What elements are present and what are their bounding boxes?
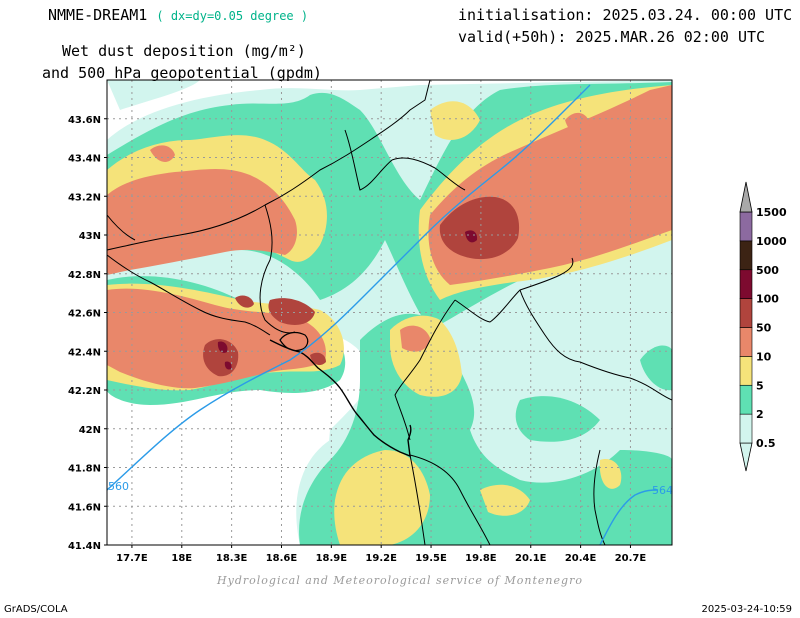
resolution-label: ( dx=dy=0.05 degree ) <box>156 9 309 23</box>
colorbar-level-label: 2 <box>756 408 764 421</box>
lon-tick-label: 18.6E <box>266 553 298 564</box>
lon-tick-label: 20.1E <box>515 553 547 564</box>
lat-tick-label: 42.8N <box>68 270 101 281</box>
initialisation-time: initialisation: 2025.03.24. 00:00 UTC <box>458 6 793 24</box>
dust-level-50 <box>203 196 520 377</box>
colorbar-bin <box>739 298 753 328</box>
colorbar-level-label: 1500 <box>756 206 787 219</box>
lat-tick-label: 41.6N <box>68 502 101 513</box>
colorbar-bin <box>739 211 753 242</box>
model-name: NMME-DREAM1 ( dx=dy=0.05 degree ) <box>48 6 308 24</box>
coastline <box>279 331 309 352</box>
chart-title-line1: Wet dust deposition (mg/m²) <box>62 42 306 60</box>
lat-tick-label: 43.6N <box>68 115 101 126</box>
lat-tick-label: 43N <box>79 231 101 242</box>
lat-tick-label: 42.6N <box>68 309 101 320</box>
colorbar-bin <box>739 240 753 271</box>
contour-560-line <box>107 84 591 491</box>
colorbar-level-label: 5 <box>756 379 764 392</box>
lat-tick-label: 42.2N <box>68 386 101 397</box>
colorbar-level-label: 0.5 <box>756 437 776 450</box>
colorbar-level-label: 1000 <box>756 235 787 248</box>
software-label: GrADS/COLA <box>4 604 68 615</box>
lon-tick-label: 20.7E <box>615 553 647 564</box>
colorbar-level-label: 10 <box>756 350 772 363</box>
lat-tick-label: 41.4N <box>68 541 101 552</box>
colorbar-low-arrow <box>739 442 753 472</box>
border-line <box>107 214 136 241</box>
geopotential-contours <box>107 84 659 545</box>
coastline <box>269 339 412 458</box>
chart-title-line2: and 500 hPa geopotential (gpdm) <box>42 64 322 82</box>
colorbar-level-label: 100 <box>756 293 779 306</box>
contour-564-line <box>599 489 659 545</box>
lat-tick-label: 43.4N <box>68 154 101 165</box>
latitude-labels: 43.6N 43.4N 43.2N 43N 42.8N 42.6N 42.4N 42.2N 42… <box>68 115 107 552</box>
border-line <box>259 204 296 334</box>
border-line <box>409 454 491 545</box>
lon-tick-label: 18.3E <box>216 553 248 564</box>
credit-text: Hydrological and Meteorological service … <box>217 574 583 587</box>
lat-tick-label: 43.2N <box>68 192 101 203</box>
lon-tick-label: 19.5E <box>415 553 447 564</box>
colorbar-bin <box>739 356 753 386</box>
colorbar-bin <box>739 327 753 357</box>
model-label: NMME-DREAM1 <box>48 6 148 24</box>
border-line <box>107 254 271 336</box>
lat-tick-label: 42.4N <box>68 347 101 358</box>
lat-tick-label: 42N <box>79 425 101 436</box>
colorbar-bin <box>739 413 753 444</box>
colorbar-bin <box>739 384 753 415</box>
border-line <box>107 80 431 251</box>
contour-label-560: 560 <box>108 480 129 493</box>
render-timestamp: 2025-03-24-10:59 <box>701 604 792 615</box>
colorbar-level-label: 50 <box>756 322 772 335</box>
lon-tick-label: 19.8E <box>465 553 497 564</box>
colorbar-level-label: 500 <box>756 264 779 277</box>
dust-level-100 <box>217 230 478 370</box>
map-grid <box>107 80 672 545</box>
lon-tick-label: 19.2E <box>365 553 397 564</box>
colorbar-high-arrow <box>739 181 753 213</box>
lon-tick-label: 20.4E <box>565 553 597 564</box>
border-line <box>519 289 672 401</box>
border-line <box>344 129 466 191</box>
contour-label-564: 564 <box>652 484 673 497</box>
country-borders <box>107 80 672 545</box>
colorbar: 0.5 2 5 10 50 100 500 1000 1500 <box>739 181 787 472</box>
lon-tick-label: 17.7E <box>116 553 148 564</box>
border-line <box>593 449 606 545</box>
border-line <box>409 454 426 545</box>
colorbar-bin <box>739 269 753 299</box>
border-line <box>394 299 456 441</box>
lon-tick-label: 18.9E <box>316 553 348 564</box>
longitude-labels: 17.7E 18E 18.3E 18.6E 18.9E 19.2E 19.5E 19.8E 20… <box>116 545 646 564</box>
valid-time: valid(+50h): 2025.MAR.26 02:00 UTC <box>458 28 766 46</box>
lat-tick-label: 41.8N <box>68 464 101 475</box>
lon-tick-label: 18E <box>171 553 192 564</box>
